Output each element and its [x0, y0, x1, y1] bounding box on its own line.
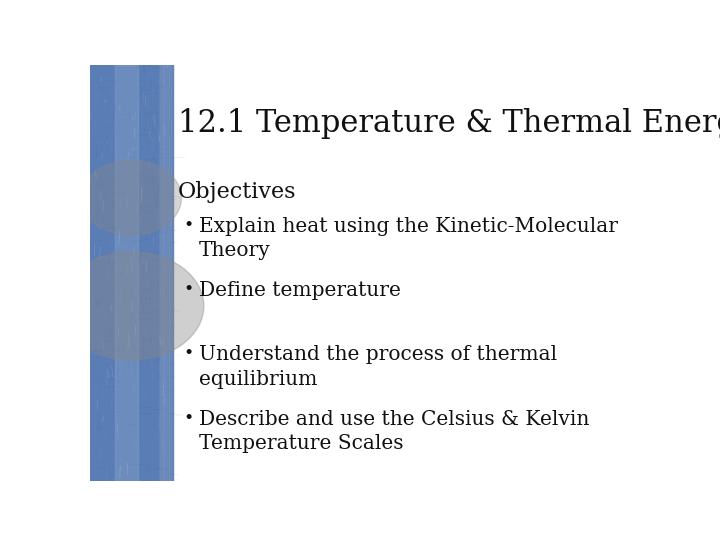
- Bar: [90, 65, 173, 481]
- Text: 12.1 Temperature & Thermal Energy: 12.1 Temperature & Thermal Energy: [178, 109, 720, 139]
- Bar: [114, 65, 138, 481]
- Text: •: •: [184, 217, 194, 234]
- Text: •: •: [184, 346, 194, 362]
- Bar: [158, 65, 161, 481]
- Bar: [173, 65, 174, 481]
- Circle shape: [59, 252, 204, 360]
- Text: Describe and use the Celsius & Kelvin
Temperature Scales: Describe and use the Celsius & Kelvin Te…: [199, 410, 589, 453]
- Bar: [160, 65, 163, 481]
- Bar: [169, 65, 171, 481]
- Text: •: •: [184, 410, 194, 427]
- Bar: [168, 65, 169, 481]
- Text: Understand the process of thermal
equilibrium: Understand the process of thermal equili…: [199, 346, 557, 389]
- Text: Define temperature: Define temperature: [199, 281, 401, 300]
- Bar: [165, 65, 167, 481]
- Text: Explain heat using the Kinetic-Molecular
Theory: Explain heat using the Kinetic-Molecular…: [199, 217, 618, 260]
- Bar: [162, 65, 164, 481]
- Circle shape: [81, 160, 181, 235]
- Bar: [166, 65, 168, 481]
- Text: •: •: [184, 281, 194, 298]
- Text: Objectives: Objectives: [178, 181, 297, 203]
- Bar: [163, 65, 166, 481]
- Bar: [171, 65, 172, 481]
